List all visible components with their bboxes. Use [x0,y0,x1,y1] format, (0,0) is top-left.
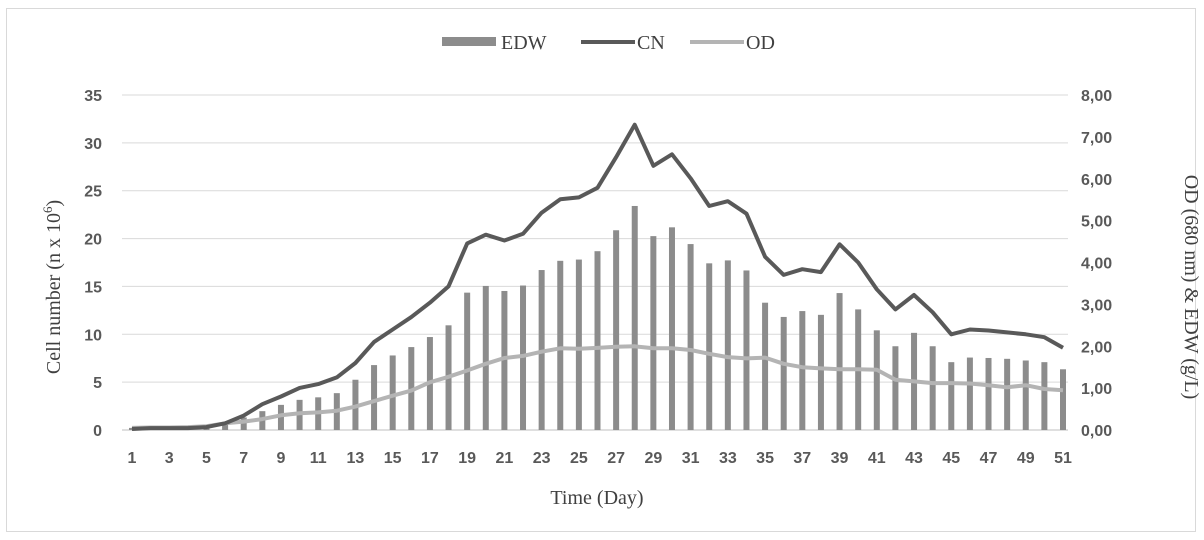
edw-bar [985,357,992,430]
cn-line [131,122,1064,431]
y-left-tick-label: 15 [84,279,102,296]
edw-bar [631,205,638,430]
y-axis-title-left-main: Cell number (n x 10 [43,213,65,374]
edw-bar [762,302,769,430]
edw-bar [836,293,843,430]
edw-bar [668,227,675,430]
edw-bar [780,316,787,430]
y-right-tick-label: 1,00 [1081,381,1112,398]
edw-bar [1022,360,1029,430]
edw-bar [482,285,489,430]
edw-bar [724,260,731,430]
y-right-tick-label: 2,00 [1081,339,1112,356]
x-tick-label: 49 [1017,450,1035,467]
y-left-tick-label: 30 [84,136,102,153]
edw-bar [687,244,694,430]
edw-bar [557,260,564,430]
edw-bar [389,355,396,430]
x-tick-label: 15 [384,450,402,467]
edw-bar [1060,369,1066,430]
x-tick-label: 43 [905,450,923,467]
x-tick-label: 35 [756,450,774,467]
x-axis-title: Time (Day) [550,487,643,509]
x-tick-label: 21 [496,450,514,467]
y-left-tick-label: 0 [93,423,102,440]
tick-labels: 051015202530350,001,002,003,004,005,006,… [84,88,1112,467]
y-right-tick-label: 3,00 [1081,297,1112,314]
edw-bar [277,404,284,430]
y-axis-title-right: OD (680 nm) & EDW (g/L) [1180,175,1202,400]
y-right-tick-label: 0,00 [1081,423,1112,440]
edw-bar [650,236,657,430]
edw-bar [799,311,806,430]
legend-swatch-edw [442,37,496,46]
x-tick-label: 9 [277,450,286,467]
x-tick-label: 29 [644,450,662,467]
x-tick-label: 19 [458,450,476,467]
edw-bar [706,263,713,430]
y-left-tick-label: 25 [84,184,102,201]
x-tick-label: 5 [202,450,211,467]
x-tick-label: 41 [868,450,886,467]
x-tick-label: 17 [421,450,439,467]
edw-bar [948,362,955,430]
edw-bar [743,270,750,430]
y-axis-title-left: Cell number (n x 106) [40,200,65,374]
y-right-tick-label: 7,00 [1081,130,1112,147]
y-left-tick-label: 10 [84,327,102,344]
y-left-tick-label: 20 [84,232,102,249]
x-tick-label: 33 [719,450,737,467]
od-line [131,344,1064,430]
edw-bar [1041,362,1048,430]
x-tick-label: 1 [128,450,137,467]
x-tick-label: 25 [570,450,588,467]
x-tick-label: 7 [239,450,248,467]
y-right-tick-label: 4,00 [1081,256,1112,273]
x-tick-label: 45 [942,450,960,467]
legend-label-od: OD [746,32,775,54]
x-tick-label: 37 [793,450,811,467]
edw-bar [929,346,936,430]
edw-bar [575,259,582,430]
y-axis-title-left-end: ) [43,200,65,207]
edw-bar [613,230,620,430]
legend: EDW CN OD [442,32,775,54]
x-tick-label: 39 [831,450,849,467]
x-tick-label: 47 [980,450,998,467]
y-left-tick-label: 35 [84,88,102,105]
edw-bar [966,357,973,430]
y-axis-title-left-sup: 6 [40,206,55,213]
edw-bar [594,251,601,430]
y-right-tick-label: 8,00 [1081,88,1112,105]
x-tick-label: 27 [607,450,625,467]
y-right-tick-label: 6,00 [1081,172,1112,189]
edw-bar [817,314,824,430]
x-tick-label: 23 [533,450,551,467]
edw-bar [240,417,247,430]
x-tick-label: 13 [347,450,365,467]
edw-bar [501,290,508,430]
edw-bar [464,292,471,430]
y-left-tick-label: 5 [93,375,102,392]
x-tick-label: 11 [310,450,327,467]
edw-bar [222,423,229,430]
edw-bar [873,330,880,430]
edw-bar [371,365,378,430]
edw-bar [892,346,899,430]
y-right-tick-label: 5,00 [1081,214,1112,231]
x-tick-label: 31 [682,450,700,467]
x-tick-label: 3 [165,450,174,467]
edw-bars [129,205,1066,430]
x-tick-label: 51 [1054,450,1072,467]
edw-bar [1004,358,1011,430]
legend-label-edw: EDW [501,32,547,54]
data-lines [131,122,1064,431]
legend-label-cn: CN [637,32,665,54]
